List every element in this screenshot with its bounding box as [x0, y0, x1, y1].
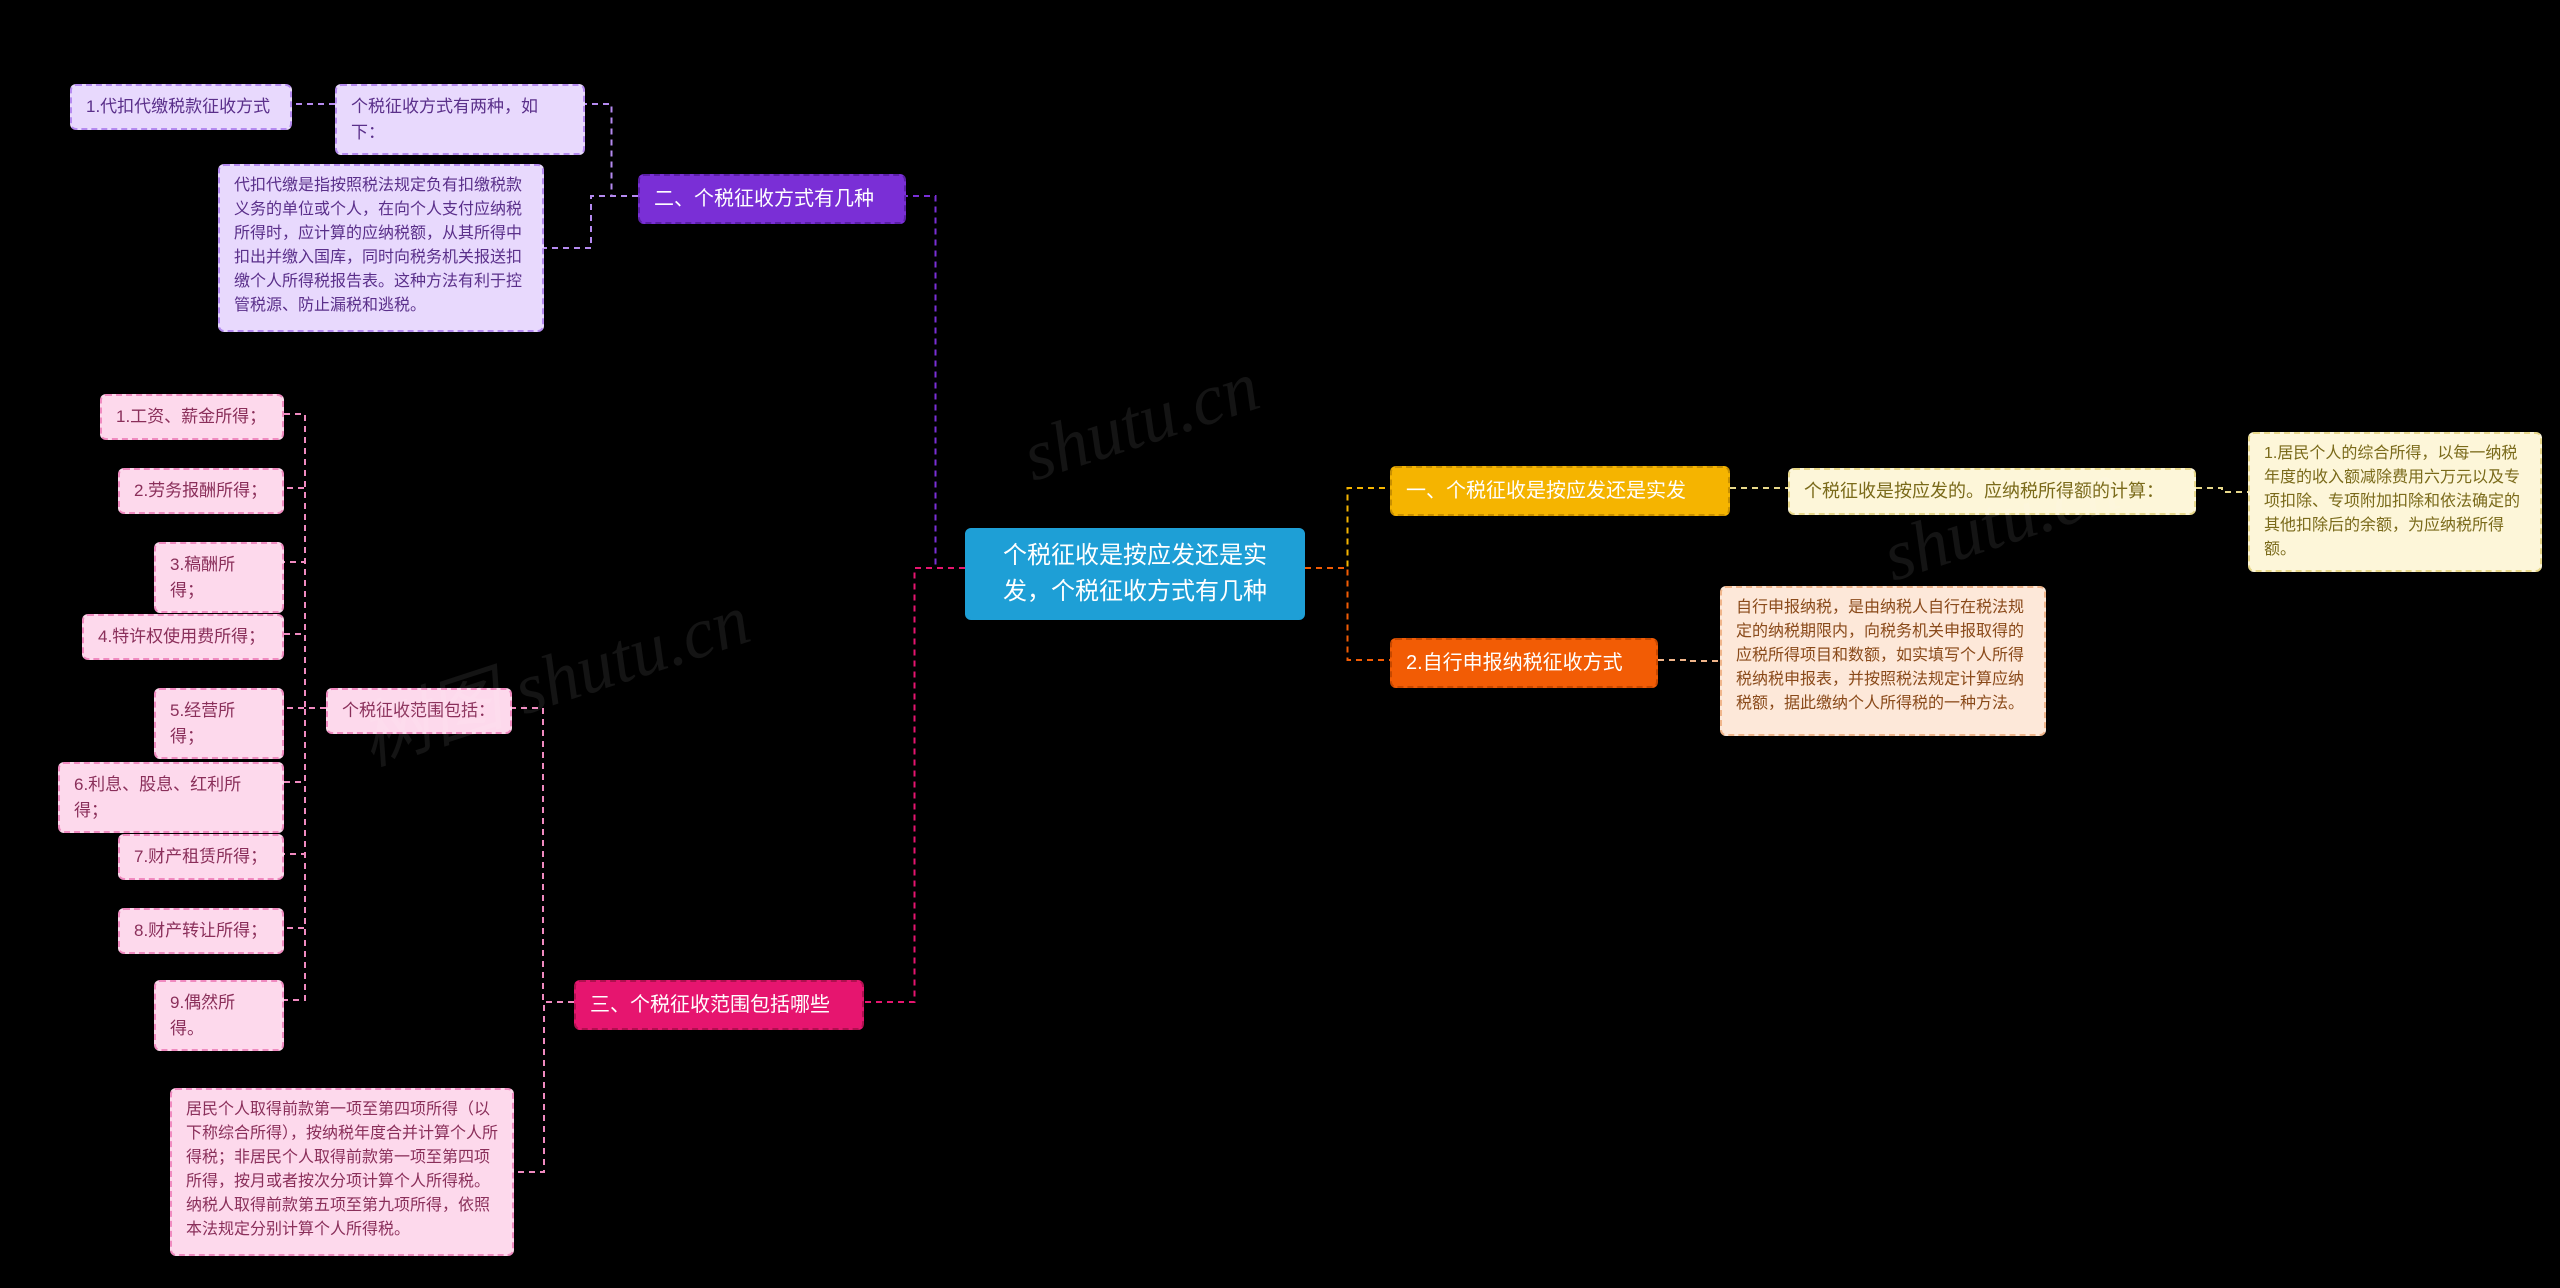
node-c9[interactable]: 9.偶然所得。	[154, 980, 284, 1051]
node-label: 二、个税征收方式有几种	[654, 188, 874, 210]
node-b4_2[interactable]: 居民个人取得前款第一项至第四项所得（以下称综合所得），按纳税年度合并计算个人所得…	[170, 1088, 514, 1256]
node-b3[interactable]: 二、个税征收方式有几种	[638, 174, 906, 224]
node-c3[interactable]: 3.稿酬所得；	[154, 542, 284, 613]
edge	[1658, 660, 1720, 661]
node-c7[interactable]: 7.财产租赁所得；	[118, 834, 284, 880]
node-label: 2.自行申报纳税征收方式	[1406, 652, 1623, 674]
node-b4[interactable]: 三、个税征收范围包括哪些	[574, 980, 864, 1030]
node-label: 9.偶然所得。	[170, 993, 235, 1038]
edge	[284, 414, 326, 708]
node-label: 1.代扣代缴税款征收方式	[86, 97, 270, 116]
node-label: 个税征收范围包括：	[342, 701, 495, 720]
node-label: 居民个人取得前款第一项至第四项所得（以下称综合所得），按纳税年度合并计算个人所得…	[186, 1101, 498, 1238]
node-label: 5.经营所得；	[170, 701, 235, 746]
node-b1_1[interactable]: 个税征收是按应发的。应纳税所得额的计算：	[1788, 468, 2196, 515]
node-label: 4.特许权使用费所得；	[98, 627, 265, 646]
node-label: 6.利息、股息、红利所得；	[74, 775, 241, 820]
edge	[1305, 488, 1390, 568]
node-label: 个税征收是按应发的。应纳税所得额的计算：	[1804, 481, 2164, 501]
edge	[284, 488, 326, 708]
node-label: 7.财产租赁所得；	[134, 847, 267, 866]
node-root[interactable]: 个税征收是按应发还是实发，个税征收方式有几种	[965, 528, 1305, 620]
edge	[512, 708, 574, 1002]
node-label: 自行申报纳税，是由纳税人自行在税法规定的纳税期限内，向税务机关申报取得的应税所得…	[1736, 599, 2024, 712]
node-label: 个税征收方式有两种，如下：	[351, 97, 538, 142]
watermark: 树图 shutu.cn	[344, 560, 761, 785]
edge	[284, 708, 326, 928]
node-c8[interactable]: 8.财产转让所得；	[118, 908, 284, 954]
edge	[284, 634, 326, 708]
node-label: 三、个税征收范围包括哪些	[590, 994, 830, 1016]
node-label: 3.稿酬所得；	[170, 555, 235, 600]
node-b3_1_1[interactable]: 1.代扣代缴税款征收方式	[70, 84, 292, 130]
node-b3_2[interactable]: 代扣代缴是指按照税法规定负有扣缴税款义务的单位或个人，在向个人支付应纳税所得时，…	[218, 164, 544, 332]
node-b4_1[interactable]: 个税征收范围包括：	[326, 688, 512, 734]
node-label: 2.劳务报酬所得；	[134, 481, 267, 500]
node-c1[interactable]: 1.工资、薪金所得；	[100, 394, 284, 440]
edge	[2196, 488, 2248, 492]
edge	[284, 708, 326, 854]
node-label: 1.工资、薪金所得；	[116, 407, 266, 426]
node-b2[interactable]: 2.自行申报纳税征收方式	[1390, 638, 1658, 688]
edge	[585, 104, 638, 196]
edge	[514, 1002, 574, 1172]
node-b1_1_1[interactable]: 1.居民个人的综合所得，以每一纳税年度的收入额减除费用六万元以及专项扣除、专项附…	[2248, 432, 2542, 572]
node-c4[interactable]: 4.特许权使用费所得；	[82, 614, 284, 660]
node-label: 一、个税征收是按应发还是实发	[1406, 480, 1686, 502]
edge	[284, 708, 326, 1000]
edge	[544, 196, 638, 248]
edge	[906, 196, 965, 568]
edge	[864, 568, 965, 1002]
node-b3_1[interactable]: 个税征收方式有两种，如下：	[335, 84, 585, 155]
node-label: 代扣代缴是指按照税法规定负有扣缴税款义务的单位或个人，在向个人支付应纳税所得时，…	[234, 177, 522, 314]
node-label: 个税征收是按应发还是实发，个税征收方式有几种	[981, 538, 1289, 610]
node-label: 8.财产转让所得；	[134, 921, 267, 940]
node-c6[interactable]: 6.利息、股息、红利所得；	[58, 762, 284, 833]
node-c2[interactable]: 2.劳务报酬所得；	[118, 468, 284, 514]
node-c5[interactable]: 5.经营所得；	[154, 688, 284, 759]
edge	[284, 562, 326, 708]
watermark: shutu.cn	[1013, 345, 1269, 499]
node-b1[interactable]: 一、个税征收是按应发还是实发	[1390, 466, 1730, 516]
edge	[284, 708, 326, 782]
node-b2_1[interactable]: 自行申报纳税，是由纳税人自行在税法规定的纳税期限内，向税务机关申报取得的应税所得…	[1720, 586, 2046, 736]
node-label: 1.居民个人的综合所得，以每一纳税年度的收入额减除费用六万元以及专项扣除、专项附…	[2264, 445, 2520, 558]
edge	[1305, 568, 1390, 660]
